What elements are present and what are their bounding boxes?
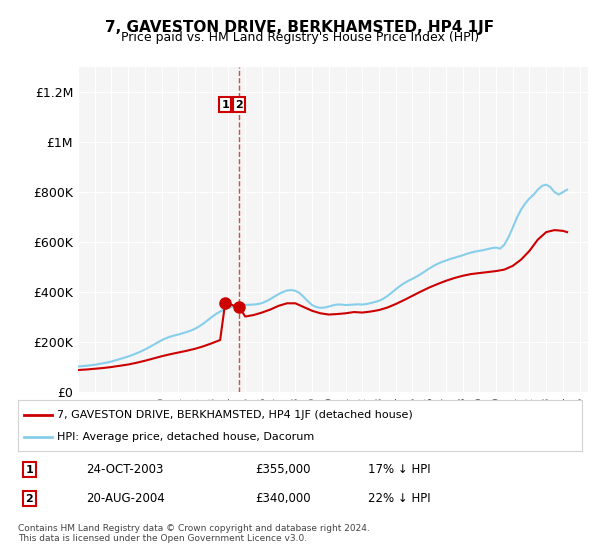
Text: Price paid vs. HM Land Registry's House Price Index (HPI): Price paid vs. HM Land Registry's House … xyxy=(121,31,479,44)
Text: 22% ↓ HPI: 22% ↓ HPI xyxy=(368,492,430,505)
Text: 24-OCT-2003: 24-OCT-2003 xyxy=(86,463,163,476)
Text: 20-AUG-2004: 20-AUG-2004 xyxy=(86,492,164,505)
Text: £340,000: £340,000 xyxy=(255,492,311,505)
Text: Contains HM Land Registry data © Crown copyright and database right 2024.
This d: Contains HM Land Registry data © Crown c… xyxy=(18,524,370,543)
Text: HPI: Average price, detached house, Dacorum: HPI: Average price, detached house, Daco… xyxy=(58,432,315,442)
Text: 7, GAVESTON DRIVE, BERKHAMSTED, HP4 1JF (detached house): 7, GAVESTON DRIVE, BERKHAMSTED, HP4 1JF … xyxy=(58,409,413,419)
Text: 2: 2 xyxy=(25,494,33,503)
Text: 1: 1 xyxy=(221,100,229,110)
Text: 1: 1 xyxy=(25,465,33,475)
Text: 2: 2 xyxy=(235,100,243,110)
Text: 17% ↓ HPI: 17% ↓ HPI xyxy=(368,463,430,476)
Text: 7, GAVESTON DRIVE, BERKHAMSTED, HP4 1JF: 7, GAVESTON DRIVE, BERKHAMSTED, HP4 1JF xyxy=(106,20,494,35)
Text: £355,000: £355,000 xyxy=(255,463,310,476)
